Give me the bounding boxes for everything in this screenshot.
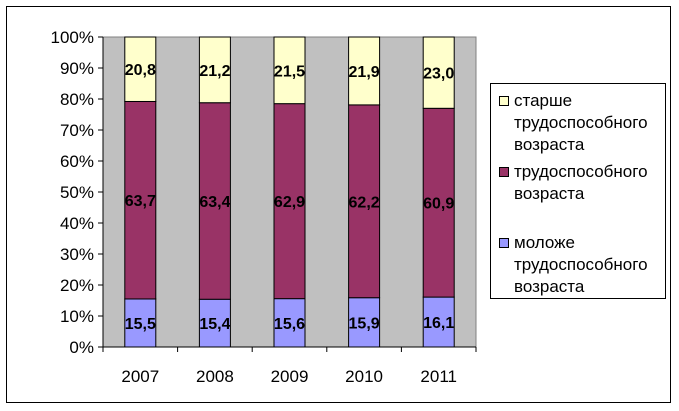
y-tick-label: 40% [60,214,94,233]
data-label: 15,9 [349,315,380,332]
data-label: 63,7 [125,193,156,210]
y-tick-label: 100% [51,28,94,47]
y-tick-label: 60% [60,152,94,171]
legend-swatch-younger [499,238,509,248]
legend-label-working: трудоспособного возраста [514,162,648,203]
y-tick-label: 30% [60,245,94,264]
data-label: 15,6 [274,316,305,333]
x-tick-label: 2007 [121,367,159,386]
y-tick-label: 10% [60,307,94,326]
bar-segment [348,104,381,299]
y-tick-label: 90% [60,59,94,78]
data-label: 60,9 [423,196,454,213]
bar-segment [124,100,157,300]
y-tick-label: 20% [60,276,94,295]
y-tick-label: 80% [60,90,94,109]
bar-segment [422,107,455,298]
bar-segment [422,296,455,348]
y-tick-label: 0% [69,338,94,357]
bar-segment [273,103,306,300]
data-label: 16,1 [423,315,454,332]
legend-swatch-older [499,96,509,106]
bar-segment [124,36,157,102]
data-label: 62,9 [274,194,305,211]
data-label: 15,5 [125,316,156,333]
legend: старше трудоспособного возраста трудоспо… [490,83,666,299]
x-tick-label: 2010 [345,367,383,386]
y-tick-label: 50% [60,183,94,202]
bar-segment [348,36,381,106]
bar-segment [273,36,306,105]
data-label: 62,2 [349,194,380,211]
legend-label-younger: моложе трудоспособного возраста [514,233,648,296]
bar-segment [422,36,455,109]
data-label: 21,2 [199,63,230,80]
bar-segment [124,298,157,348]
data-label: 15,4 [199,316,230,333]
x-tick-label: 2011 [420,367,457,386]
legend-swatch-working [499,167,509,177]
bar-segment [273,298,306,348]
x-tick-label: 2008 [196,367,234,386]
y-tick-label: 70% [60,121,94,140]
data-label: 23,0 [423,66,454,83]
data-label: 21,5 [274,63,305,80]
x-tick-label: 2009 [271,367,309,386]
data-label: 20,8 [125,62,156,79]
bar-segment [198,102,231,300]
bar-segment [198,36,231,104]
legend-label-older: старше трудоспособного возраста [514,91,648,154]
plot-area: 0% 10% 20% 30% 40% 50% 60% 70% 80% 90% 100% 15,5 63,… [51,28,477,386]
data-label: 21,9 [349,64,380,81]
data-label: 63,4 [199,194,230,211]
bar-segment [198,298,231,348]
